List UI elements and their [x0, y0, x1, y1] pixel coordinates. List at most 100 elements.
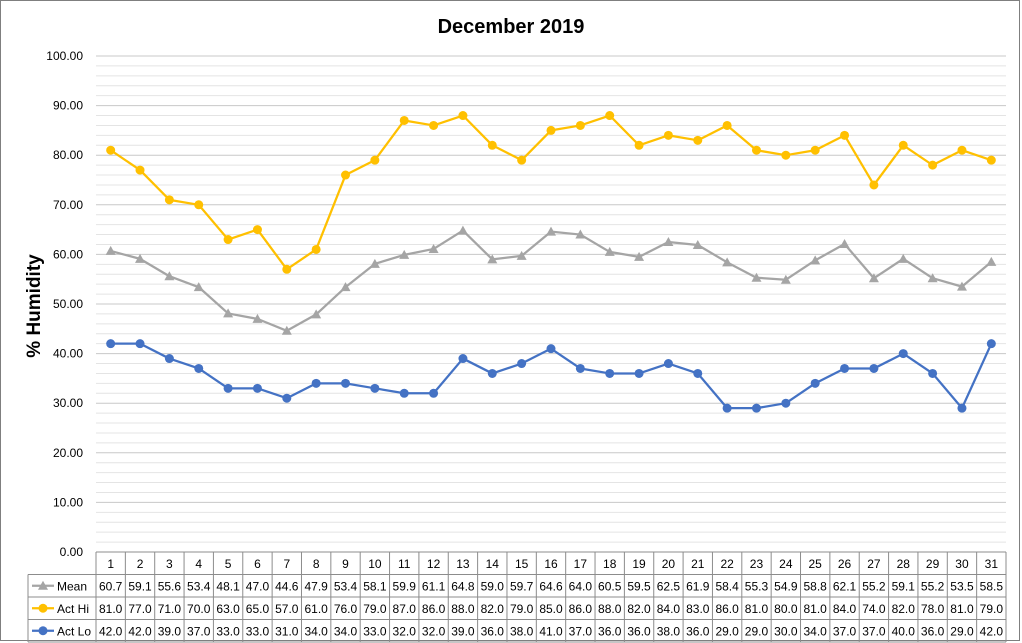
data-point [781, 150, 791, 160]
table-cell: 78.0 [921, 602, 945, 616]
data-point [282, 264, 292, 274]
table-cell: 34.0 [804, 624, 828, 638]
y-tick-label: 80.00 [53, 148, 83, 162]
data-point [370, 383, 380, 393]
data-point [458, 111, 468, 121]
table-cell: 47.0 [246, 579, 270, 593]
table-cell: 70.0 [187, 602, 211, 616]
table-cell: 33.0 [216, 624, 240, 638]
x-tick-label: 2 [137, 557, 144, 571]
data-point [634, 251, 645, 261]
data-point [986, 339, 996, 349]
table-cell: 44.6 [275, 579, 299, 593]
x-tick-label: 10 [368, 557, 382, 571]
data-point [781, 398, 791, 408]
table-cell: 34.0 [334, 624, 358, 638]
data-point [135, 165, 145, 175]
y-tick-label: 0.00 [60, 545, 84, 559]
series-act-hi [106, 111, 996, 274]
chart-title: December 2019 [438, 16, 585, 38]
x-tick-label: 11 [398, 557, 411, 571]
table-cell: 81.0 [99, 602, 123, 616]
table-cell: 63.0 [216, 602, 240, 616]
data-point [281, 325, 292, 335]
table-cell: 53.4 [187, 579, 211, 593]
table-cell: 29.0 [745, 624, 769, 638]
table-cell: 85.0 [539, 602, 563, 616]
y-axis-label: % Humidity [24, 254, 45, 358]
x-tick-label: 23 [750, 557, 764, 571]
series-line [110, 229, 993, 332]
data-point [898, 349, 908, 359]
x-tick-label: 25 [809, 557, 823, 571]
data-point [546, 125, 556, 135]
table-cell: 41.0 [539, 624, 563, 638]
x-tick-label: 13 [456, 557, 470, 571]
table-cell: 36.0 [598, 624, 622, 638]
legend-marker [38, 626, 48, 636]
y-tick-label: 40.00 [53, 347, 83, 361]
x-tick-label: 4 [195, 557, 202, 571]
data-point [341, 378, 351, 388]
table-cell: 59.5 [627, 579, 651, 593]
y-tick-label: 90.00 [53, 99, 83, 113]
x-tick-label: 18 [603, 557, 617, 571]
x-tick-label: 15 [515, 557, 529, 571]
data-point [487, 140, 497, 150]
table-cell: 79.0 [363, 602, 387, 616]
table-cell: 59.0 [481, 579, 505, 593]
table-cell: 33.0 [363, 624, 387, 638]
data-point [164, 354, 174, 364]
table-cell: 82.0 [481, 602, 505, 616]
table-cell: 42.0 [128, 624, 152, 638]
data-point [516, 250, 527, 260]
legend-label: Act Hi [57, 602, 89, 616]
data-point [575, 363, 585, 373]
table-cell: 64.0 [569, 579, 593, 593]
x-tick-label: 7 [283, 557, 290, 571]
table-cell: 64.6 [539, 579, 563, 593]
data-point [751, 272, 762, 282]
table-cell: 42.0 [99, 624, 123, 638]
table-cell: 33.0 [246, 624, 270, 638]
legend-label: Act Lo [57, 624, 91, 638]
data-point [223, 235, 233, 245]
data-point [517, 359, 527, 369]
data-point [810, 255, 821, 265]
table-cell: 88.0 [451, 602, 475, 616]
data-point [194, 200, 204, 210]
y-tick-label: 10.00 [53, 495, 83, 509]
x-tick-label: 5 [225, 557, 232, 571]
data-point [135, 253, 146, 263]
table-cell: 36.0 [686, 624, 710, 638]
data-point [457, 225, 468, 235]
table-cell: 42.0 [980, 624, 1004, 638]
data-point [341, 170, 351, 180]
data-point [751, 145, 761, 155]
data-point [311, 309, 322, 319]
table-cell: 47.9 [304, 579, 328, 593]
data-point [986, 155, 996, 165]
table-cell: 53.4 [334, 579, 358, 593]
data-point [340, 282, 351, 292]
x-tick-label: 16 [544, 557, 558, 571]
x-tick-label: 30 [955, 557, 969, 571]
table-cell: 39.0 [158, 624, 182, 638]
data-point [546, 344, 556, 354]
data-point [164, 271, 175, 281]
table-cell: 81.0 [950, 602, 974, 616]
data-table: 1 2 3 4 5 6 7 8 9 10 11 12 13 14 15 16 17 18 19 20 21 22 23 24 2… [27, 551, 1007, 643]
data-point [106, 339, 116, 349]
x-tick-label: 26 [838, 557, 852, 571]
data-point [458, 354, 468, 364]
data-point [898, 140, 908, 150]
table-cell: 40.0 [892, 624, 916, 638]
table-cell: 58.5 [980, 579, 1004, 593]
y-tick-label: 70.00 [53, 198, 83, 212]
data-point [370, 155, 380, 165]
data-point [135, 339, 145, 349]
data-point [105, 245, 116, 255]
table-cell: 32.0 [393, 624, 417, 638]
table-cell: 84.0 [657, 602, 681, 616]
